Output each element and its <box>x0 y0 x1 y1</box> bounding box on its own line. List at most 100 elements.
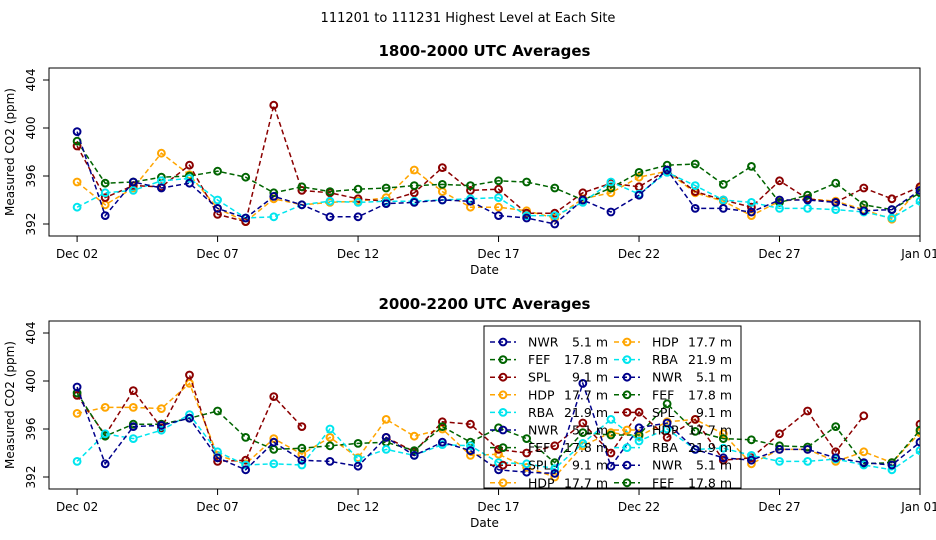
legend-site: HDP <box>652 423 679 438</box>
legend-height: 17.8 m <box>564 352 608 367</box>
data-point-hdp <box>494 449 503 459</box>
data-point-fef <box>803 190 813 200</box>
legend-site: SPL <box>528 370 550 385</box>
data-point-fef <box>437 422 447 432</box>
data-point-nwr <box>775 445 784 454</box>
data-point-spl <box>466 186 475 195</box>
legend-height: 21.9 m <box>688 440 732 455</box>
data-point-fef <box>213 406 222 416</box>
x-tick-label: Dec 07 <box>196 500 238 514</box>
legend-height: 17.7 m <box>688 335 732 350</box>
data-point-nwr <box>803 445 813 454</box>
data-point-fef <box>241 433 251 442</box>
data-point-nwr <box>606 461 616 471</box>
series-line-fef <box>76 140 920 211</box>
x-tick-label: Dec 02 <box>56 500 98 514</box>
data-point-spl <box>690 415 700 424</box>
data-point-nwr <box>690 204 700 213</box>
data-point-rba <box>128 434 138 444</box>
legend-marker <box>498 443 508 453</box>
data-point-nwr <box>381 199 391 209</box>
data-point-hdp <box>718 429 728 439</box>
data-point-fef <box>634 168 644 177</box>
data-point-spl <box>297 186 307 195</box>
data-point-rba <box>718 443 728 453</box>
data-point-nwr <box>213 204 222 213</box>
x-tick-label: Jan 01 <box>900 500 936 514</box>
data-point-nwr <box>915 437 920 447</box>
series-line-spl <box>76 102 920 223</box>
data-point-nwr <box>437 437 447 447</box>
data-point-rba <box>887 213 897 223</box>
data-point-fef <box>662 399 672 409</box>
legend-marker <box>622 478 632 488</box>
legend-height: 9.1 m <box>572 458 608 473</box>
legend-height: 21.9 m <box>564 405 608 420</box>
data-point-rba <box>100 429 110 439</box>
data-point-fef <box>690 427 700 436</box>
series-line-rba <box>76 413 920 471</box>
data-point-nwr <box>747 207 756 217</box>
data-point-spl <box>634 407 644 417</box>
plot-frame <box>48 67 921 237</box>
legend-site: RBA <box>652 440 678 455</box>
legend-marker <box>498 372 508 382</box>
data-point-fef <box>831 178 841 188</box>
data-point-fef <box>381 183 391 193</box>
data-point-fef <box>578 428 588 438</box>
data-point-rba <box>606 415 616 424</box>
data-point-rba <box>128 186 138 195</box>
data-point-fef <box>241 172 251 182</box>
data-point-rba <box>522 459 532 469</box>
data-point-rba <box>72 202 82 212</box>
data-point-nwr <box>409 198 419 207</box>
y-tick-label: 396 <box>24 165 38 188</box>
data-point-hdp <box>128 403 138 412</box>
legend-site: HDP <box>652 335 679 350</box>
data-point-hdp <box>606 188 616 198</box>
panel-2000-2200: 2000-2200 UTC Averages Dec 02 Dec 07 Dec 12… <box>3 295 936 530</box>
data-point-nwr <box>662 418 672 428</box>
data-point-rba <box>887 465 897 475</box>
series-group <box>72 370 920 482</box>
data-point-rba <box>325 424 335 434</box>
data-point-rba <box>156 425 166 435</box>
legend-height: 9.1 m <box>572 370 608 385</box>
panel-1800-2000: 1800-2000 UTC Averages Dec 02 Dec 07 Dec 12… <box>3 42 936 277</box>
data-point-rba <box>466 441 475 451</box>
legend-site: NWR <box>652 370 683 385</box>
data-point-hdp <box>185 379 194 388</box>
legend-height: 17.7 m <box>564 387 608 402</box>
data-point-fef <box>325 187 335 197</box>
data-point-spl <box>494 184 503 194</box>
legend-height: 21.9 m <box>688 352 732 367</box>
legend-marker <box>498 355 508 365</box>
data-point-nwr <box>494 465 503 475</box>
data-point-rba <box>381 445 391 454</box>
data-point-nwr <box>747 455 756 465</box>
data-point-nwr <box>241 213 251 223</box>
data-point-nwr <box>466 196 475 206</box>
data-point-nwr <box>72 382 82 392</box>
data-point-spl <box>859 183 869 193</box>
data-point-nwr <box>718 204 728 213</box>
data-point-nwr <box>381 433 391 442</box>
data-point-rba <box>915 196 920 206</box>
data-point-fef <box>747 435 756 445</box>
data-point-spl <box>100 193 110 203</box>
legend-site: NWR <box>652 458 683 473</box>
data-point-rba <box>72 457 82 466</box>
y-tick-label: 400 <box>24 117 38 140</box>
data-point-nwr <box>831 453 841 463</box>
legend-marker <box>498 337 508 347</box>
data-point-nwr <box>269 437 279 447</box>
data-point-spl <box>859 411 869 421</box>
data-point-hdp <box>522 463 532 472</box>
data-point-spl <box>185 160 194 170</box>
x-tick-label: Dec 22 <box>618 247 660 261</box>
legend-marker <box>498 425 508 435</box>
data-point-spl <box>550 441 560 451</box>
data-point-rba <box>213 195 222 205</box>
legend-site: SPL <box>528 458 550 473</box>
